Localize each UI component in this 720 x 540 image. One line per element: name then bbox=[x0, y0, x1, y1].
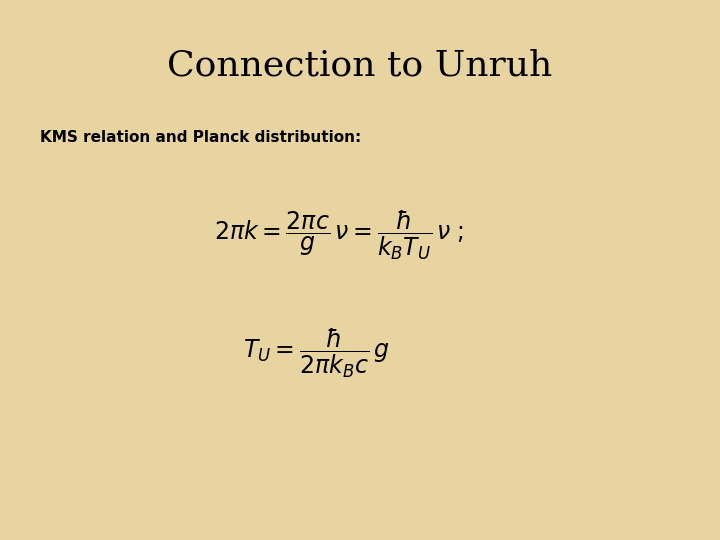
Text: KMS relation and Planck distribution:: KMS relation and Planck distribution: bbox=[40, 130, 361, 145]
Text: Connection to Unruh: Connection to Unruh bbox=[167, 49, 553, 83]
Text: $2\pi k = \dfrac{2\pi c}{g}\, \nu = \dfrac{\hbar}{k_B T_U}\, \nu \; ;$: $2\pi k = \dfrac{2\pi c}{g}\, \nu = \dfr… bbox=[214, 208, 463, 262]
Text: $T_U = \dfrac{\hbar}{2\pi k_B c}\, g$: $T_U = \dfrac{\hbar}{2\pi k_B c}\, g$ bbox=[243, 327, 390, 381]
